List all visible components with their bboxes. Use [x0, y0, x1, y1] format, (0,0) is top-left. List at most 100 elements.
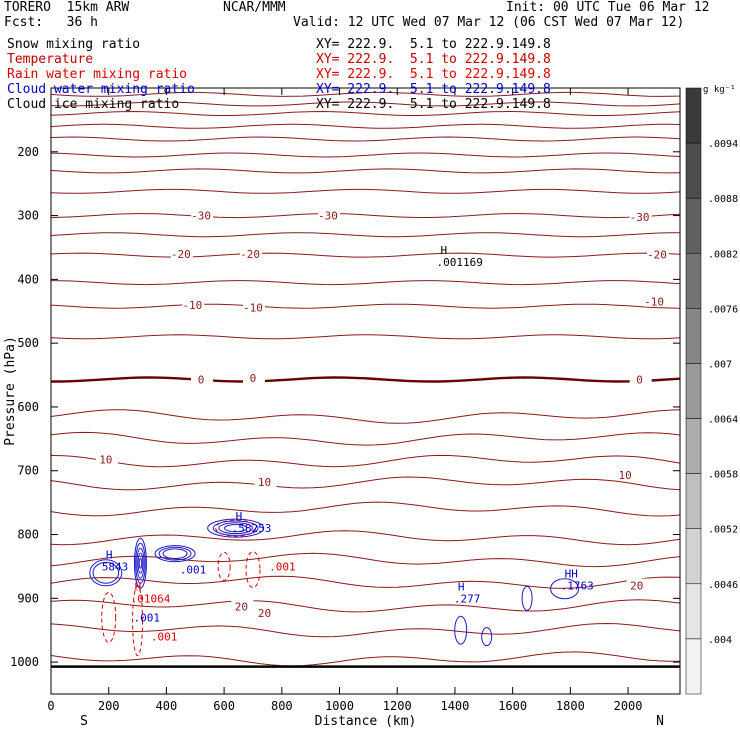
max-marker: H — [106, 548, 113, 561]
temperature-contour — [50, 552, 681, 568]
colorbar-segment — [685, 87, 702, 144]
max-value-label: .001 — [180, 564, 207, 577]
temperature-contour — [50, 409, 681, 424]
x-tick-label: 400 — [156, 699, 178, 713]
x-tick-label: 200 — [98, 699, 120, 713]
cloud-water-contour — [89, 559, 123, 587]
y-tick-label: 900 — [17, 591, 39, 605]
temperature-label-bg — [629, 209, 652, 222]
temperature-label-bg — [615, 468, 638, 481]
temperature-label: 0 — [250, 372, 257, 385]
colorbar-tick-label: .004 — [708, 635, 732, 646]
x-tick-label: 600 — [213, 699, 235, 713]
temperature-contour — [50, 454, 681, 468]
colorbar-tick-label: .0052 — [708, 525, 738, 536]
temperature-contour — [50, 136, 681, 142]
cloud-water-contour — [138, 557, 143, 569]
cloud-water-contour — [136, 547, 145, 579]
temperature-contour — [50, 110, 681, 116]
center-label: NCAR/MMM — [223, 0, 286, 15]
colorbar-segment — [685, 197, 702, 254]
temperature-label-bg — [242, 300, 265, 313]
max-value-label: .1763 — [561, 580, 594, 593]
temperature-label: 20 — [630, 580, 643, 593]
legend-entry: Cloud water mixing ratio — [7, 82, 195, 97]
temperature-contour — [50, 101, 681, 107]
max-marker: H — [236, 510, 243, 523]
colorbar-segment — [685, 638, 702, 695]
temperature-contour — [50, 303, 681, 309]
temperature-contour — [50, 530, 681, 546]
cloud-water-contour — [135, 542, 146, 584]
max-value-label: .01064 — [131, 592, 171, 605]
cloud-water-contour — [162, 548, 188, 559]
cloud-water-contour — [550, 578, 580, 600]
y-axis-label: Pressure (hPa) — [3, 336, 18, 446]
temperature-label: 0 — [198, 374, 205, 387]
x-tick-label: 800 — [271, 699, 293, 713]
temperature-contour — [50, 622, 681, 638]
x-tick-label: 1800 — [556, 699, 585, 713]
temperature-contour — [50, 651, 680, 667]
x-tick-label: 1400 — [440, 699, 469, 713]
cloud-water-contour — [481, 627, 493, 647]
cloud-water-contour — [223, 524, 248, 533]
max-value-label: .001169 — [437, 256, 483, 269]
temperature-contour — [50, 213, 681, 219]
legend-xy-range: XY= 222.9. 5.1 to 222.9.149.8 — [316, 37, 551, 52]
legend-entry: Cloud ice mixing ratio — [7, 97, 180, 112]
temperature-label: 20 — [235, 601, 248, 614]
temperature-label: -30 — [191, 210, 211, 223]
temperature-contour — [50, 334, 681, 340]
temperature-contour — [50, 476, 681, 491]
temperature-label-bg — [231, 599, 254, 612]
temperature-label-bg — [317, 208, 340, 221]
temperature-contour — [50, 123, 681, 129]
colorbar-segment — [685, 418, 702, 474]
cloud-water-contour — [212, 520, 259, 536]
x-tick-label: 1000 — [325, 699, 354, 713]
temperature-contour — [50, 168, 681, 174]
temperature-label-bg — [182, 297, 205, 310]
model-title: TORERO 15km ARW — [4, 0, 130, 15]
colorbar-tick-label: .0076 — [708, 304, 738, 315]
cloud-water-contour — [137, 552, 144, 574]
legend-xy-range: XY= 222.9. 5.1 to 222.9.149.8 — [316, 82, 551, 97]
temperature-label-bg — [254, 605, 277, 618]
temperature-label: 0 — [636, 374, 643, 387]
colorbar-tick-label: .0088 — [708, 194, 738, 205]
cloud-water-contour — [158, 546, 192, 561]
cloud-water-contour — [521, 585, 533, 611]
temperature-label-bg — [626, 578, 649, 591]
max-value-label: .001 — [151, 631, 178, 644]
temperature-label: 20 — [258, 607, 271, 620]
legend-xy-range: XY= 222.9. 5.1 to 222.9.149.8 — [316, 67, 551, 82]
temperature-contour — [50, 188, 681, 194]
colorbar-segment — [685, 473, 702, 529]
x-tick-label: 0 — [47, 699, 54, 713]
temperature-label-bg — [646, 247, 669, 260]
rain-water-contour — [245, 551, 261, 589]
temperature-label: 10 — [258, 476, 271, 489]
temperature-label-bg — [254, 475, 277, 488]
y-tick-label: 500 — [17, 336, 39, 350]
plot-frame — [50, 87, 681, 695]
forecast-hour: Fcst: 36 h — [4, 15, 98, 30]
temperature-label-bg — [644, 294, 667, 307]
colorbar-segment — [685, 363, 702, 419]
rain-water-contour — [132, 585, 144, 657]
rain-water-contour — [215, 519, 257, 537]
rain-water-contour — [217, 551, 231, 581]
max-marker: H — [135, 580, 142, 593]
temperature-label-bg — [170, 246, 193, 259]
max-value-label: .001 — [134, 611, 161, 624]
temperature-label: -20 — [647, 248, 667, 261]
max-marker: HH — [565, 568, 578, 581]
temperature-contour — [50, 280, 681, 286]
temperature-label: -30 — [630, 211, 650, 224]
colorbar-tick-label: .0046 — [708, 580, 738, 591]
x-tick-label: 2000 — [614, 699, 643, 713]
max-value-label: .277 — [454, 592, 481, 605]
x-tick-label: 1200 — [383, 699, 412, 713]
